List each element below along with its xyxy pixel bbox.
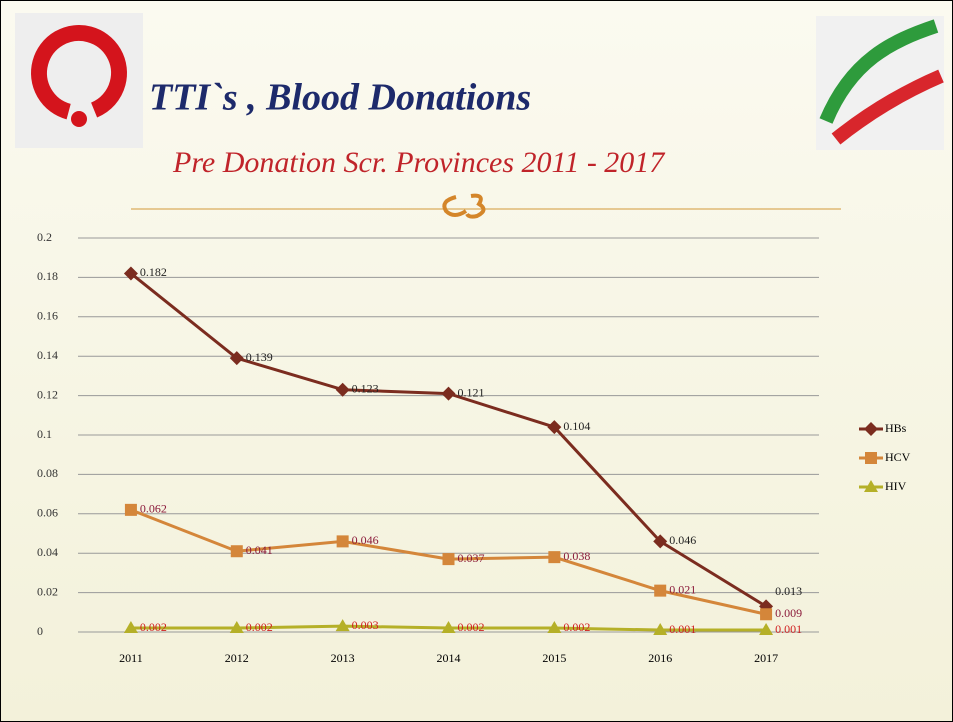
marker xyxy=(547,420,562,435)
marker xyxy=(230,545,243,558)
y-tick-label: 0.08 xyxy=(37,466,58,480)
marker xyxy=(123,621,138,634)
marker xyxy=(336,535,349,548)
data-label: 0.041 xyxy=(246,543,273,557)
data-label: 0.123 xyxy=(352,381,379,395)
data-label: 0.182 xyxy=(140,265,167,279)
data-label: 0.002 xyxy=(458,620,485,634)
data-label: 0.037 xyxy=(458,551,485,565)
data-label: 0.001 xyxy=(775,622,802,636)
data-label: 0.038 xyxy=(563,549,590,563)
data-label: 0.021 xyxy=(669,582,696,596)
marker xyxy=(654,584,667,597)
y-tick-label: 0.12 xyxy=(37,387,58,401)
right-logo-green xyxy=(819,19,939,124)
left-logo-dot xyxy=(71,111,87,127)
data-label: 0.002 xyxy=(563,620,590,634)
marker xyxy=(653,534,668,549)
x-tick-label: 2017 xyxy=(754,651,778,665)
marker xyxy=(335,619,350,632)
marker xyxy=(760,608,773,621)
marker xyxy=(123,266,138,281)
x-tick-label: 2016 xyxy=(648,651,672,665)
marker xyxy=(229,351,244,366)
data-label: 0.104 xyxy=(563,419,590,433)
x-tick-label: 2011 xyxy=(119,651,143,665)
y-tick-label: 0.04 xyxy=(37,545,58,559)
y-tick-label: 0.1 xyxy=(37,427,52,441)
marker xyxy=(548,551,561,564)
marker xyxy=(759,623,774,636)
x-tick-label: 2015 xyxy=(542,651,566,665)
data-label: 0.001 xyxy=(669,622,696,636)
y-tick-label: 0.2 xyxy=(37,230,52,244)
marker xyxy=(229,621,244,634)
y-tick-label: 0 xyxy=(37,624,43,638)
marker xyxy=(442,553,455,566)
marker xyxy=(653,623,668,636)
x-tick-label: 2014 xyxy=(437,651,461,665)
legend-label: HIV xyxy=(885,479,907,493)
x-tick-label: 2013 xyxy=(331,651,355,665)
left-logo xyxy=(31,25,127,121)
data-label: 0.002 xyxy=(246,620,273,634)
legend-label: HBs xyxy=(885,421,907,435)
data-label: 0.046 xyxy=(669,533,696,547)
y-tick-label: 0.06 xyxy=(37,506,58,520)
marker xyxy=(441,386,456,401)
data-label: 0.002 xyxy=(140,620,167,634)
data-label: 0.009 xyxy=(775,606,802,620)
subtitle: Pre Donation Scr. Provinces 2011 - 2017 xyxy=(172,146,666,179)
data-label: 0.139 xyxy=(246,350,273,364)
y-tick-label: 0.14 xyxy=(37,348,58,362)
marker xyxy=(335,382,350,397)
data-label: 0.121 xyxy=(458,385,485,399)
marker xyxy=(441,621,456,634)
marker xyxy=(124,503,137,516)
x-tick-label: 2012 xyxy=(225,651,249,665)
y-tick-label: 0.16 xyxy=(37,309,58,323)
data-label: 0.062 xyxy=(140,502,167,516)
y-tick-label: 0.02 xyxy=(37,584,58,598)
data-label: 0.046 xyxy=(352,533,379,547)
marker xyxy=(864,422,878,436)
marker xyxy=(864,480,878,492)
right-logo-red xyxy=(831,69,944,145)
legend-label: HCV xyxy=(885,450,911,464)
data-label: 0.013 xyxy=(775,584,802,598)
marker xyxy=(547,621,562,634)
marker xyxy=(865,452,877,464)
y-tick-label: 0.18 xyxy=(37,269,58,283)
ornament xyxy=(442,193,486,219)
data-label: 0.003 xyxy=(352,618,379,632)
title: TTI`s , Blood Donations xyxy=(149,77,531,119)
